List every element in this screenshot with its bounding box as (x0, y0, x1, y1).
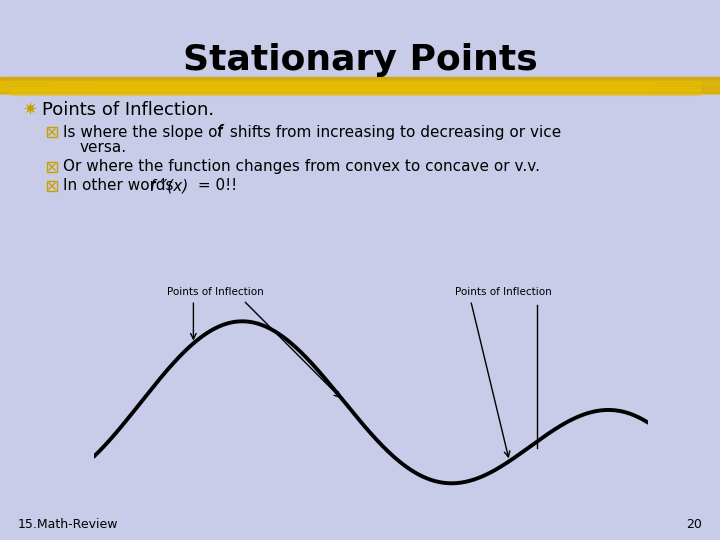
Text: ✷: ✷ (22, 101, 37, 119)
Text: Points of Inflection: Points of Inflection (167, 287, 264, 297)
Bar (50, 81, 720, 87)
Bar (0, 77, 720, 93)
Text: Or where the function changes from convex to concave or v.v.: Or where the function changes from conve… (63, 159, 540, 174)
Text: versa.: versa. (80, 140, 127, 156)
Bar (10, 87, 700, 95)
Text: 15.Math-Review: 15.Math-Review (18, 517, 119, 530)
Text: Is where the slope of: Is where the slope of (63, 125, 228, 139)
Text: f: f (217, 125, 222, 139)
Text: Points of Inflection: Points of Inflection (456, 287, 552, 297)
Text: = 0!!: = 0!! (193, 179, 237, 193)
Bar (0, 89, 720, 94)
Bar (0, 81, 700, 91)
Text: shifts from increasing to decreasing or vice: shifts from increasing to decreasing or … (225, 125, 562, 139)
Bar (100, 80, 720, 85)
Text: 20: 20 (686, 517, 702, 530)
Text: Stationary Points: Stationary Points (183, 43, 537, 77)
Text: f ′′(x): f ′′(x) (150, 179, 188, 193)
Text: In other words: In other words (63, 179, 179, 193)
Text: Points of Inflection.: Points of Inflection. (42, 101, 214, 119)
Bar (0, 81, 650, 89)
